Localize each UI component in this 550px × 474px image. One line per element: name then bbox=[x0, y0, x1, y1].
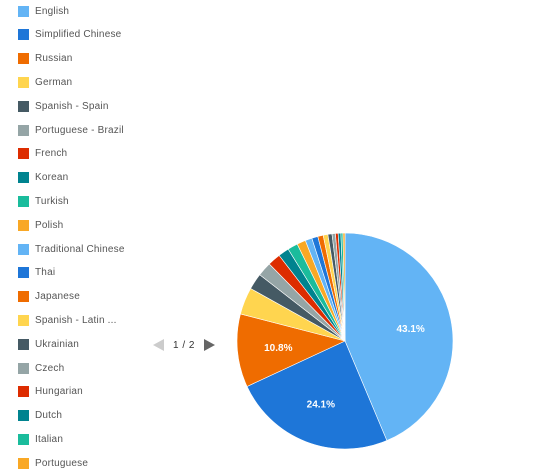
legend-swatch bbox=[18, 195, 29, 207]
legend-label: Hungarian bbox=[35, 386, 83, 398]
legend-label: Turkish bbox=[35, 195, 69, 207]
legend-swatch bbox=[18, 5, 29, 17]
legend-swatch bbox=[18, 291, 29, 303]
legend-label: Czech bbox=[35, 362, 65, 374]
legend-item[interactable]: Italian bbox=[18, 431, 158, 447]
legend-item[interactable]: Portuguese bbox=[18, 455, 158, 471]
legend-label: Ukrainian bbox=[35, 338, 80, 350]
legend-item[interactable]: English bbox=[18, 3, 158, 19]
legend-swatch bbox=[18, 148, 29, 160]
legend-swatch bbox=[18, 338, 29, 350]
legend-swatch bbox=[18, 362, 29, 374]
legend-swatch bbox=[18, 124, 29, 136]
legend-item[interactable]: Polish bbox=[18, 217, 158, 233]
legend-swatch bbox=[18, 219, 29, 231]
legend-swatch bbox=[18, 267, 29, 279]
legend-label: Spanish - Latin ... bbox=[35, 314, 117, 326]
slice-percent-label: 43.1% bbox=[396, 324, 424, 335]
legend-item[interactable]: Russian bbox=[18, 51, 158, 67]
legend-item[interactable]: Simplified Chinese bbox=[18, 27, 158, 43]
legend-item[interactable]: Spanish - Latin ... bbox=[18, 312, 158, 328]
slice-percent-label: 10.8% bbox=[264, 343, 292, 354]
legend-label: German bbox=[35, 76, 73, 88]
legend-swatch bbox=[18, 386, 29, 398]
legend-pager: 1 / 2 bbox=[152, 337, 222, 353]
legend-label: Traditional Chinese bbox=[35, 243, 125, 255]
legend-item[interactable]: Spanish - Spain bbox=[18, 98, 158, 114]
legend-swatch bbox=[18, 457, 29, 469]
legend-swatch bbox=[18, 76, 29, 88]
legend-swatch bbox=[18, 53, 29, 65]
pager-text: 1 / 2 bbox=[173, 339, 195, 351]
legend-swatch bbox=[18, 172, 29, 184]
legend-item[interactable]: Portuguese - Brazil bbox=[18, 122, 158, 138]
legend-item[interactable]: Ukrainian bbox=[18, 336, 158, 352]
legend-label: French bbox=[35, 148, 68, 160]
legend-label: Italian bbox=[35, 433, 64, 445]
legend-item[interactable]: Traditional Chinese bbox=[18, 241, 158, 257]
pager-next-icon[interactable] bbox=[203, 338, 216, 352]
legend-label: Dutch bbox=[35, 410, 63, 422]
legend-label: Thai bbox=[35, 267, 56, 279]
legend-swatch bbox=[18, 100, 29, 112]
legend-label: English bbox=[35, 5, 70, 17]
pie-slice[interactable] bbox=[236, 313, 346, 387]
legend-swatch bbox=[18, 314, 29, 326]
legend-label: Russian bbox=[35, 53, 73, 65]
legend-swatch bbox=[18, 433, 29, 445]
legend-item[interactable]: German bbox=[18, 74, 158, 90]
legend-item[interactable]: Hungarian bbox=[18, 384, 158, 400]
legend-item[interactable]: Thai bbox=[18, 265, 158, 281]
slice-percent-label: 24.1% bbox=[307, 399, 335, 410]
legend-swatch bbox=[18, 243, 29, 255]
legend-item[interactable]: Dutch bbox=[18, 408, 158, 424]
legend-item[interactable]: Czech bbox=[18, 360, 158, 376]
legend-label: Spanish - Spain bbox=[35, 100, 109, 112]
pie-slice[interactable] bbox=[342, 232, 346, 342]
legend-item[interactable]: French bbox=[18, 146, 158, 162]
legend-item[interactable]: Korean bbox=[18, 170, 158, 186]
legend-label: Simplified Chinese bbox=[35, 29, 122, 41]
legend-label: Portuguese bbox=[35, 457, 89, 469]
pager-prev-icon[interactable] bbox=[152, 338, 165, 352]
pie-slice[interactable] bbox=[344, 232, 454, 441]
legend-swatch bbox=[18, 29, 29, 41]
legend-label: Polish bbox=[35, 219, 64, 231]
legend-label: Korean bbox=[35, 172, 69, 184]
pie-slice[interactable] bbox=[246, 340, 388, 450]
legend-swatch bbox=[18, 410, 29, 422]
legend-item[interactable]: Japanese bbox=[18, 289, 158, 305]
legend-label: Portuguese - Brazil bbox=[35, 124, 124, 136]
legend-label: Japanese bbox=[35, 291, 80, 303]
legend-item[interactable]: Turkish bbox=[18, 193, 158, 209]
